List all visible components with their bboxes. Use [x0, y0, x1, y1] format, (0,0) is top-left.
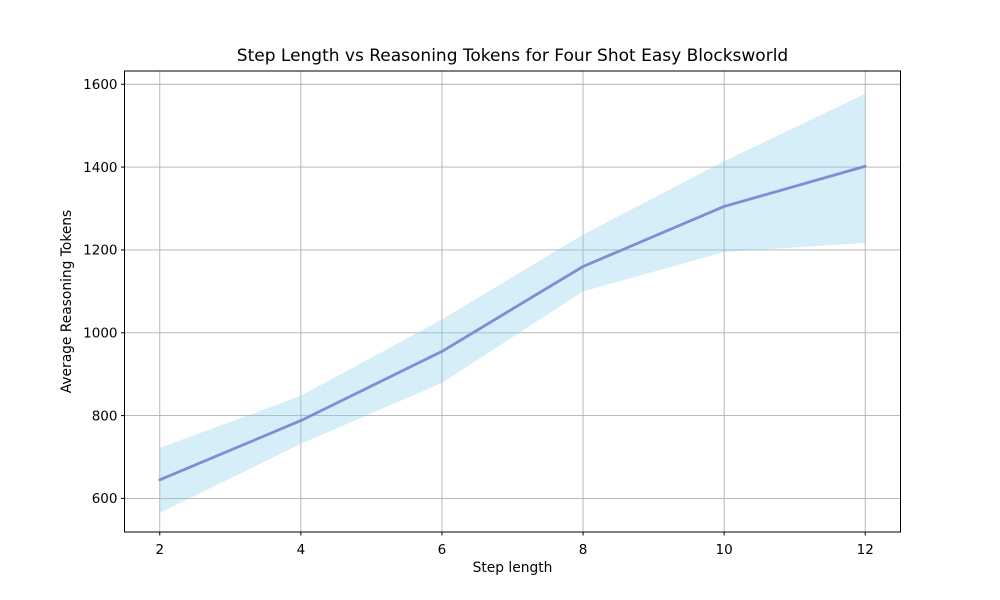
- x-tick-label-4: 4: [297, 542, 306, 558]
- x-tick-label-2: 2: [155, 542, 164, 558]
- y-tick-label-1600: 1600: [83, 77, 117, 93]
- y-tick-label-1200: 1200: [83, 243, 117, 259]
- chart-title: Step Length vs Reasoning Tokens for Four…: [237, 46, 788, 66]
- x-tick-label-6: 6: [438, 542, 447, 558]
- ticks-layer: 2 4 6 8 10 12 600 800 1000 1200 1400 1600: [83, 77, 874, 558]
- y-tick-label-1000: 1000: [83, 326, 117, 342]
- x-axis-label: Step length: [473, 560, 553, 576]
- y-tick-label-800: 800: [92, 408, 118, 424]
- y-tick-label-600: 600: [92, 491, 118, 507]
- confidence-interval-band: [159, 93, 866, 513]
- grid-layer: [124, 71, 901, 532]
- mean-reasoning-tokens-line: [158, 164, 867, 482]
- x-tick-label-10: 10: [716, 542, 733, 558]
- y-axis-label: Average Reasoning Tokens: [59, 210, 75, 394]
- x-tick-label-12: 12: [857, 542, 874, 558]
- data-line-layer: [158, 164, 867, 482]
- plot-border: [124, 70, 901, 533]
- y-tick-label-1400: 1400: [83, 160, 117, 176]
- confidence-band-layer: [159, 93, 866, 513]
- x-tick-label-8: 8: [579, 542, 588, 558]
